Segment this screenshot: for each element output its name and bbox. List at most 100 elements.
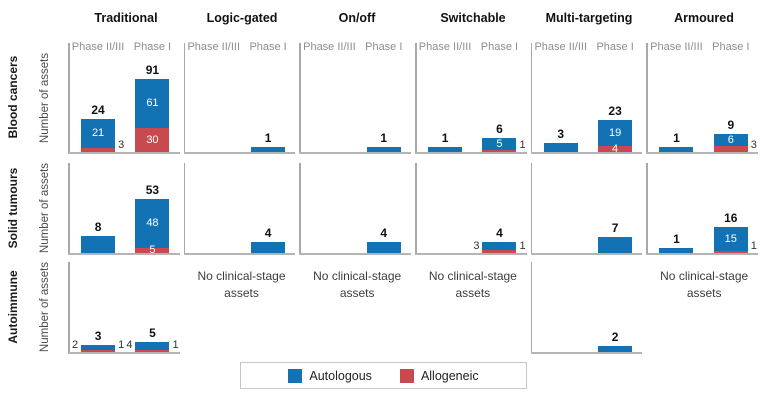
bar-segment-autologous: [135, 79, 170, 128]
bar-total-label: 16: [724, 211, 738, 225]
bar-segment-autologous: [598, 237, 633, 253]
autologous-value-label: 48: [146, 217, 159, 229]
y-axis-line: [530, 163, 533, 255]
bar-segment-autologous: [428, 147, 463, 152]
phase-label: Phase II/III: [303, 41, 356, 53]
phase-label: Phase II/III: [187, 41, 241, 53]
legend-label-allogeneic: Allogeneic: [420, 368, 479, 383]
bar-segment-autologous: [659, 147, 694, 152]
allogeneic-value-label: 1: [519, 139, 526, 151]
bar-segment-allogeneic: [713, 146, 748, 152]
y-axis-line: [68, 262, 70, 354]
y-axis-line: [183, 163, 186, 255]
allogeneic-value-label: 1: [172, 339, 179, 351]
y-axis-title: Number of assets: [39, 162, 52, 254]
bar-segment-autologous: [81, 119, 116, 148]
bar-total-label: 1: [673, 131, 680, 145]
bar-segment-allogeneic: [135, 350, 170, 352]
legend-item-allogeneic: Allogeneic: [399, 368, 479, 383]
bar-segment-autologous: [366, 147, 401, 152]
bar-total-label: 3: [557, 127, 565, 141]
row-label-autoimmune: Autoimmune: [6, 270, 20, 344]
autologous-value-label: 21: [91, 127, 105, 139]
phase-label: Phase I: [133, 41, 172, 53]
bar-segment-autologous: [543, 143, 578, 152]
bar-segment-autologous: [598, 120, 633, 146]
x-axis-line: [183, 152, 296, 154]
y-axis-line: [183, 43, 186, 154]
bar-segment-autologous: [251, 147, 286, 152]
bar-segment-autologous: [251, 242, 286, 253]
x-axis-line: [530, 352, 643, 354]
x-axis-line: [530, 152, 643, 154]
x-axis-line: [68, 352, 180, 354]
phase-label: Phase I: [480, 41, 519, 53]
bar-segment-autologous: [598, 346, 633, 352]
y-axis-line: [68, 43, 70, 154]
bar-segment-autologous: [135, 199, 170, 248]
legend-item-autologous: Autologous: [288, 368, 372, 383]
bar-total-label: 8: [94, 220, 102, 234]
allogeneic-value-label: 3: [750, 139, 757, 151]
no-assets-text: No clinical-stage assets: [428, 269, 517, 300]
autologous-value-label: 2: [71, 339, 79, 351]
phase-label: Phase I: [712, 41, 750, 53]
phase-label: Phase II/III: [71, 41, 125, 53]
bar-total-label: 4: [264, 226, 272, 240]
bar-segment-allogeneic: [482, 150, 517, 152]
legend-label-autologous: Autologous: [309, 368, 372, 383]
bar-total-label: 23: [608, 104, 622, 118]
legend: Autologous Allogeneic: [240, 362, 527, 389]
x-axis-line: [530, 253, 643, 255]
no-assets-text: No clinical-stage assets: [313, 269, 402, 300]
bar-total-label: 9: [727, 118, 735, 132]
x-axis-line: [299, 253, 411, 255]
bar-total-label: 6: [496, 122, 503, 136]
autologous-value-label: 6: [727, 133, 734, 146]
allogeneic-value-label: 1: [519, 240, 526, 252]
y-axis-line: [68, 163, 70, 255]
autologous-value-label: 3: [473, 240, 480, 252]
x-axis-line: [415, 253, 527, 255]
x-axis-line: [299, 152, 411, 154]
column-header-on-off: On/off: [338, 11, 376, 25]
allogeneic-value-label: 1: [118, 339, 125, 351]
column-header-traditional: Traditional: [94, 11, 158, 25]
bar-total-label: 1: [264, 131, 272, 145]
autologous-value-label: 61: [146, 97, 159, 109]
bar-total-label: 1: [673, 232, 680, 246]
bar-total-label: 5: [149, 326, 156, 340]
bar-total-label: 4: [496, 226, 503, 240]
bar-segment-allogeneic: [135, 248, 170, 253]
column-header-armoured: Armoured: [674, 11, 734, 25]
y-axis-title: Number of assets: [39, 261, 52, 353]
allogeneic-value-label: 30: [146, 133, 159, 146]
autologous-value-label: 19: [608, 126, 622, 139]
bar-total-label: 91: [145, 63, 160, 77]
phase-label: Phase II/III: [418, 41, 472, 53]
phase-label: Phase I: [249, 41, 287, 53]
autologous-value-label: 15: [724, 232, 737, 245]
phase-label: Phase II/III: [534, 41, 588, 53]
phase-label: Phase I: [365, 41, 403, 53]
bar-segment-autologous: [659, 248, 694, 253]
y-axis-line: [646, 43, 648, 154]
bar-total-label: 1: [380, 131, 388, 145]
bar-segment-autologous: [482, 138, 517, 150]
row-label-blood-cancers: Blood cancers: [6, 55, 20, 139]
column-header-switchable: Switchable: [440, 11, 506, 25]
column-header-logic-gated: Logic-gated: [206, 11, 278, 25]
allogeneic-value-label: 4: [612, 142, 619, 155]
x-axis-line: [646, 152, 758, 154]
allogeneic-value-label: 5: [149, 244, 156, 256]
bar-total-label: 24: [91, 103, 105, 117]
x-axis-line: [183, 253, 296, 255]
no-assets-text: No clinical-stage assets: [660, 269, 749, 300]
bar-total-label: 4: [380, 226, 388, 240]
autologous-swatch-icon: [288, 368, 303, 383]
bar-segment-autologous: [713, 134, 748, 146]
autologous-value-label: 5: [496, 137, 503, 150]
autologous-value-label: 4: [126, 339, 133, 351]
y-axis-line: [299, 163, 301, 255]
